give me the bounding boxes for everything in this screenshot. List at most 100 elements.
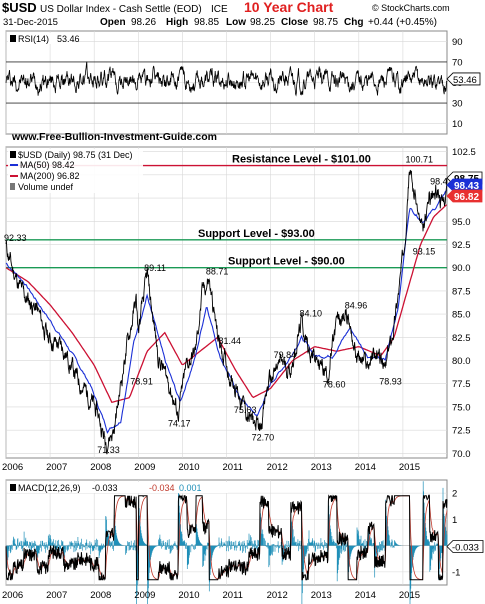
high-label: High: [166, 17, 188, 28]
price-flag-shape: [446, 178, 483, 192]
macd-x-label-2010: 2010: [178, 590, 199, 601]
price-legend-label: $USD (Daily) 98.75 (31 Dec): [18, 150, 133, 160]
macd-last-value-flag: -0.033: [446, 540, 484, 553]
price-y-tick-label: 77.5: [452, 379, 471, 390]
annotation-74-17: 74.17: [168, 419, 191, 429]
price-y-tick-label: 102.5: [452, 147, 476, 158]
annotation-100-71: 100.71: [406, 154, 434, 164]
annotation-72-70: 72.70: [252, 432, 275, 442]
price-y-tick-label: 90.0: [452, 263, 471, 274]
price-y-tick-label: 85.0: [452, 310, 471, 321]
macd-y-tick-label: 1: [452, 515, 457, 526]
rsi-flag-shape: [446, 72, 481, 86]
rsi-y-tick-label: 70: [452, 57, 463, 68]
close-value: 98.75: [313, 17, 338, 28]
annotation-93-15: 93.15: [413, 246, 436, 256]
macd-y-tick-label: -1: [452, 567, 460, 578]
price-y-tick-label: 95.0: [452, 217, 471, 228]
open-value: 98.26: [131, 17, 156, 28]
price-legend-bg: [8, 149, 143, 193]
price-legend-swatch: [10, 151, 16, 158]
rsi-y-tick-label: 30: [452, 99, 463, 110]
annotation-78-91: 78.91: [130, 377, 153, 387]
price-panel: www.Free-Bullion-Investment-Guide.com 70…: [4, 131, 483, 460]
price-x-label-2007: 2007: [46, 462, 67, 473]
annotation-71-33: 71.33: [97, 445, 120, 455]
macd-legend-macd: -0.033: [92, 483, 118, 493]
macd-x-labels: 2006 2007 2008 2009 2010 2011 2012 2013 2014 2015: [2, 590, 420, 601]
level-label-resistance: Resistance Level - $101.00: [232, 154, 371, 166]
low-label: Low: [226, 17, 246, 28]
macd-y-tick-label: 2: [452, 489, 457, 500]
macd-x-label-2006: 2006: [2, 590, 23, 601]
level-label-support: Support Level - $90.00: [228, 256, 345, 268]
horizontal-levels: Resistance Level - $101.00 Support Level …: [6, 154, 447, 269]
header-name: US Dollar Index - Cash Settle (EOD): [40, 4, 202, 15]
chg-value: +0.44 (+0.45%): [368, 17, 437, 28]
macd-legend-hist: 0.001: [179, 483, 202, 493]
price-x-labels: 2006 2007 2008 2009 2010 2011 2012 2013 2014 2015: [2, 462, 420, 473]
macd-legend-swatch: [10, 484, 16, 491]
rsi-flag-text: 53.46: [453, 75, 477, 86]
price-annotations: 92.33 89.11 88.71 81.44 84.10 84.96 78.91 79.84…: [4, 154, 453, 455]
price-x-label-2011: 2011: [223, 462, 243, 473]
annotation-98-43: 98.43: [430, 176, 453, 186]
price-y-tick-label: 70.0: [452, 449, 471, 460]
macd-x-label-2012: 2012: [267, 590, 288, 601]
ma200-legend-label: MA(200) 96.82: [20, 171, 80, 181]
annotation-81-44: 81.44: [218, 336, 241, 346]
price-x-label-2014: 2014: [355, 462, 376, 473]
rsi-legend-label: RSI(14): [18, 34, 49, 44]
price-x-label-2009: 2009: [134, 462, 155, 473]
annotation-84-10: 84.10: [299, 308, 322, 318]
macd-panel: -1012 MACD(12,26,9) -0.033 -0.034 0.001 …: [5, 479, 484, 604]
macd-x-label-2008: 2008: [90, 590, 111, 601]
annotation-79-84: 79.84: [274, 350, 297, 360]
macd-legend-label: MACD(12,26,9): [18, 483, 81, 493]
macd-flag-text: -0.033: [452, 542, 479, 553]
ma50-line: [5, 189, 448, 434]
rsi-y-tick-label: 10: [452, 119, 463, 130]
price-grid: [5, 147, 447, 458]
rsi-legend-bg: [8, 33, 72, 44]
rsi-y-tick-label: 90: [452, 37, 463, 48]
price-flag-text: 98.43: [454, 181, 479, 192]
chg-label: Chg: [344, 17, 363, 28]
price-y-tick-label: 80.0: [452, 356, 471, 367]
macd-x-label-2009: 2009: [134, 590, 155, 601]
price-x-label-2013: 2013: [311, 462, 332, 473]
price-y-tick-label: 75.0: [452, 402, 471, 413]
header-chart-label: 10 Year Chart: [244, 0, 334, 15]
annotation-75-63: 75.63: [234, 405, 257, 415]
ma50-legend-label: MA(50) 98.42: [20, 160, 75, 170]
annotation-78-60: 78.60: [323, 380, 346, 390]
rsi-legend-swatch: [10, 35, 16, 42]
rsi-panel: 1030507090 RSI(14) 53.46 53.46: [5, 30, 481, 135]
macd-ticks: -1012: [452, 489, 460, 579]
price-line: [5, 169, 448, 455]
annotation-78-93: 78.93: [379, 376, 402, 386]
price-legend: $USD (Daily) 98.75 (31 Dec) MA(50) 98.42…: [8, 149, 143, 193]
macd-legend-signal: -0.034: [149, 483, 175, 493]
macd-x-label-2014: 2014: [355, 590, 376, 601]
website-label: www.Free-Bullion-Investment-Guide.com: [11, 131, 217, 143]
price-x-label-2008: 2008: [90, 462, 111, 473]
rsi-line: [5, 61, 448, 97]
annotation-88-71: 88.71: [206, 267, 229, 277]
low-value: 98.25: [250, 17, 275, 28]
annotation-89-11: 89.11: [144, 263, 166, 273]
price-y-tick-label: 87.5: [452, 286, 471, 297]
price-x-label-2012: 2012: [267, 462, 288, 473]
price-flag-shape: [446, 189, 483, 203]
header-symbol: $USD: [2, 0, 37, 15]
macd-flag-shape: [446, 540, 484, 553]
open-label: Open: [100, 17, 126, 28]
price-y-tick-label: 72.5: [452, 426, 471, 437]
rsi-last-value-flag: 53.46: [446, 72, 481, 86]
level-label-support: Support Level - $93.00: [198, 228, 315, 240]
rsi-legend-value: 53.46: [57, 34, 80, 44]
high-value: 98.85: [194, 17, 219, 28]
price-flag-text: 96.82: [454, 192, 479, 203]
